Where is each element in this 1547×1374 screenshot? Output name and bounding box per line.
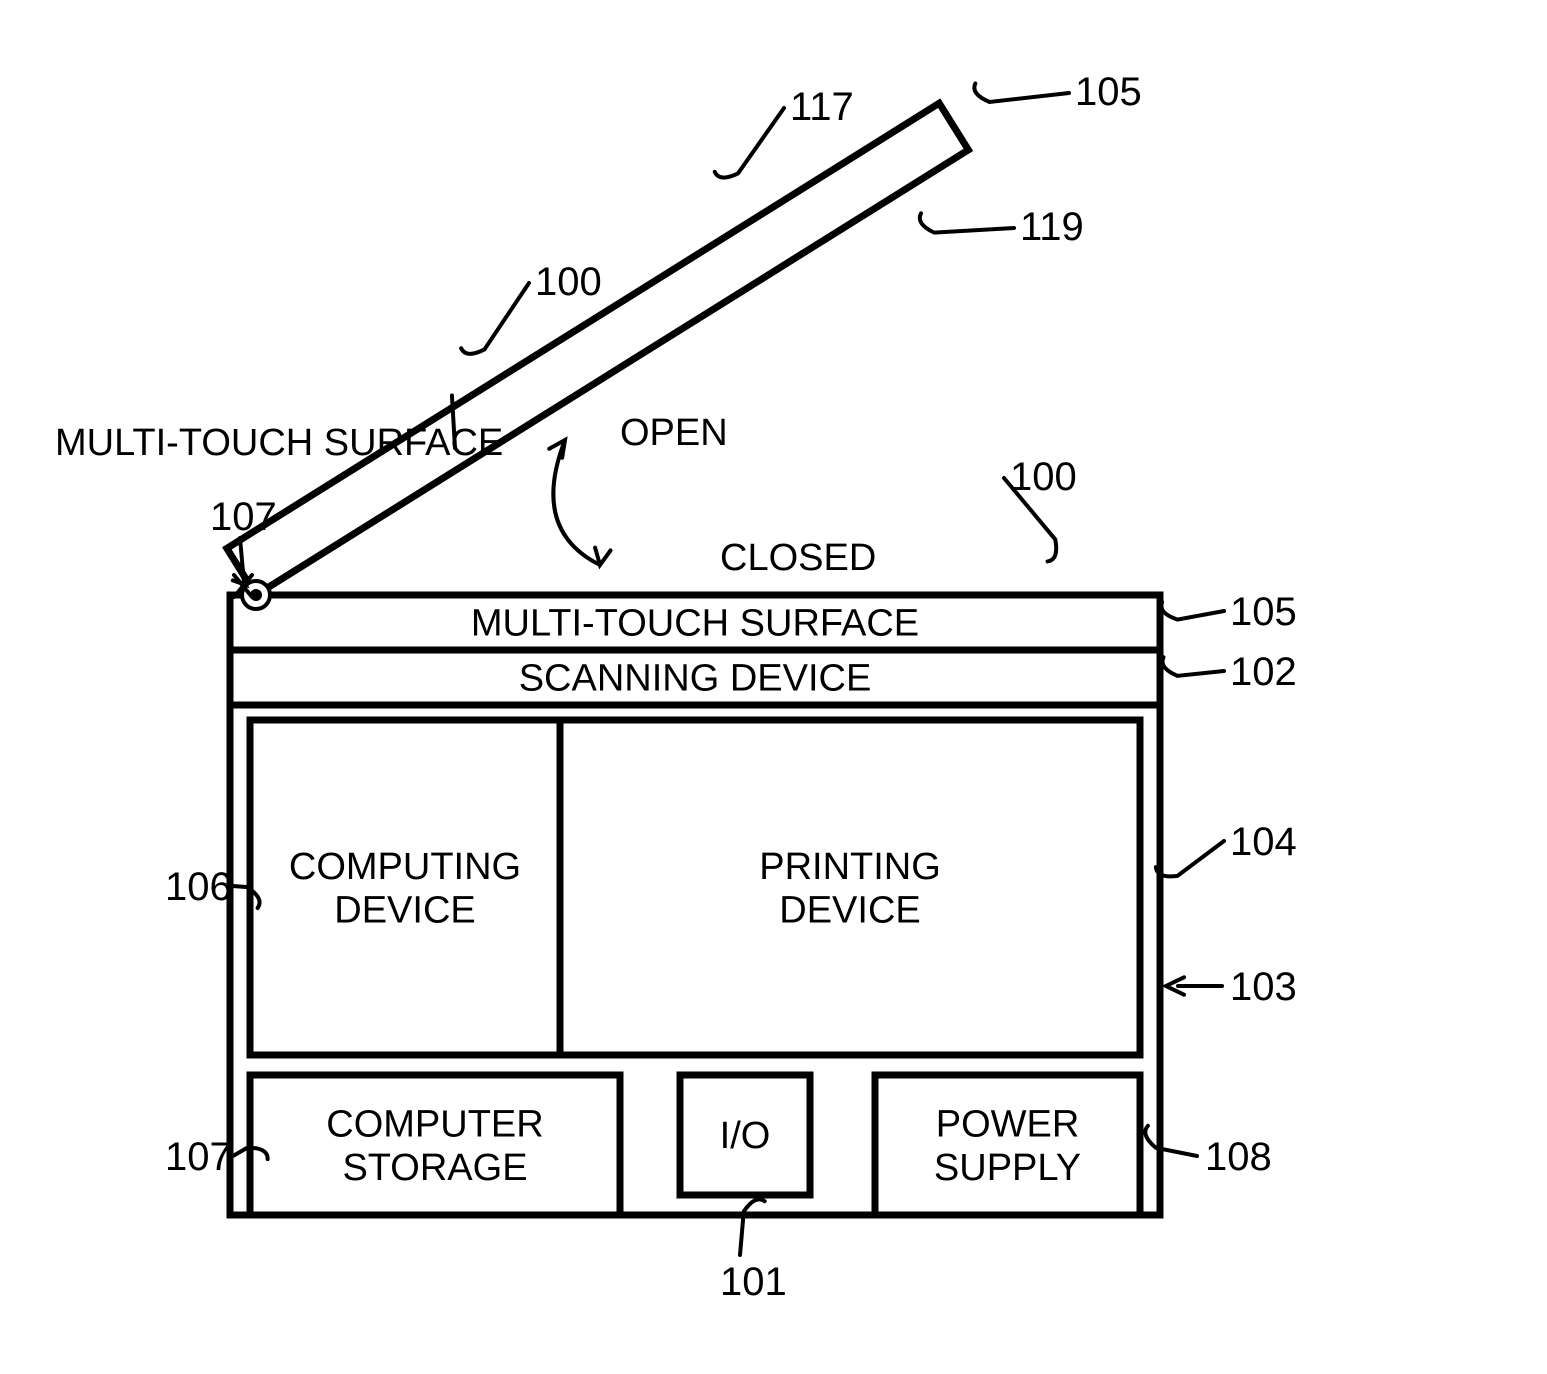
middle-line1: SUPPLY [934, 1147, 1081, 1189]
middle-line0: POWER [936, 1103, 1080, 1145]
ref-105-r105_top: 105 [1075, 70, 1142, 114]
leader-r119 [920, 213, 1014, 232]
leader-r117 [715, 108, 784, 178]
io-label: I/O [720, 1115, 771, 1157]
lid-multi-touch-label: MULTI-TOUCH SURFACE [55, 422, 503, 464]
ref-100-r100_lid: 100 [535, 260, 602, 304]
leader-r105_top [974, 83, 1069, 102]
multi-touch-surface-label: MULTI-TOUCH SURFACE [471, 603, 919, 645]
scanning-device-label: SCANNING DEVICE [519, 658, 872, 700]
closed-label: CLOSED [720, 537, 876, 579]
ref-108: 108 [1205, 1135, 1272, 1179]
leader-108 [1145, 1126, 1197, 1156]
computer-storage-label-line0: COMPUTER [326, 1103, 543, 1145]
ref-107-btm: 107 [165, 1135, 232, 1179]
open-label: OPEN [620, 412, 728, 454]
ref-105-r105_side: 105 [1230, 590, 1297, 634]
ref-103: 103 [1230, 965, 1297, 1009]
leader-r102 [1162, 657, 1224, 676]
computing-device-label-line0: COMPUTING [289, 846, 521, 888]
open-close-arc [553, 440, 600, 565]
ref-102-r102: 102 [1230, 650, 1297, 694]
computing-device-label-line1: DEVICE [334, 890, 475, 932]
printing-device-label-line0: PRINTING [759, 846, 941, 888]
ref-104-r104: 104 [1230, 820, 1297, 864]
ref-106: 106 [165, 865, 232, 909]
ref-107-top: 107 [210, 495, 277, 539]
computer-storage-label-line1: STORAGE [342, 1147, 527, 1189]
printing-device-label-line1: DEVICE [779, 890, 920, 932]
ref-117-r117: 117 [790, 85, 854, 129]
ref-119-r119: 119 [1020, 205, 1084, 249]
leader-r100_lid [461, 283, 529, 354]
leader-r105_side [1161, 602, 1224, 619]
ref-100-r100_body: 100 [1010, 455, 1077, 499]
ref-101: 101 [720, 1260, 787, 1304]
leader-101 [740, 1199, 765, 1255]
lid-open [227, 103, 969, 595]
diagram-canvas: MULTI-TOUCH SURFACE SCANNING DEVICE COMPUT… [0, 0, 1547, 1374]
leader-r104 [1156, 841, 1224, 876]
